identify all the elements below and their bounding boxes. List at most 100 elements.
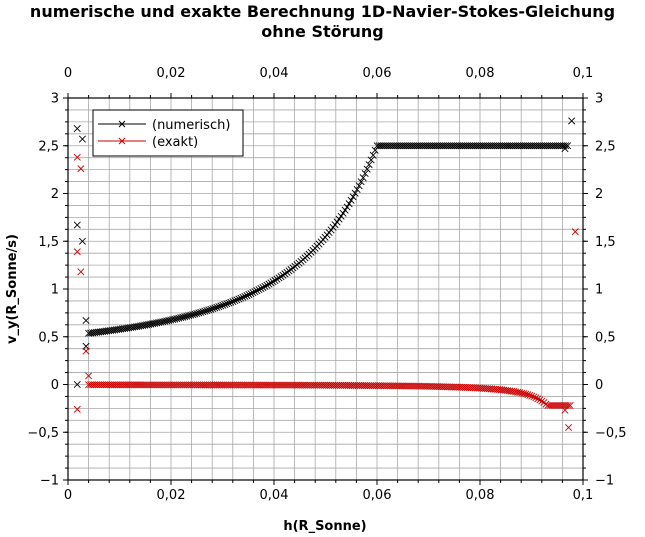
data-point <box>359 174 367 182</box>
data-point <box>183 312 191 320</box>
data-point <box>229 297 237 305</box>
legend-marker-numerisch <box>118 120 126 128</box>
data-point <box>530 393 538 401</box>
y-tick-label-right: 1,5 <box>595 235 616 250</box>
data-point <box>231 297 239 305</box>
data-point <box>522 390 530 398</box>
data-point <box>171 315 179 323</box>
data-point <box>189 311 197 319</box>
data-point <box>255 286 263 294</box>
data-point <box>520 390 528 398</box>
data-point <box>177 314 185 322</box>
data-point <box>524 391 532 399</box>
y-tick-label-right: 2,5 <box>595 139 616 154</box>
x-tick-label-bottom: 0,08 <box>466 488 495 503</box>
data-point <box>217 302 225 310</box>
data-point <box>221 300 229 309</box>
data-point <box>225 299 233 307</box>
data-point <box>77 268 85 276</box>
data-point <box>195 309 203 317</box>
data-point <box>561 145 569 153</box>
data-point <box>251 288 259 296</box>
data-point <box>207 305 215 313</box>
data-point <box>259 283 267 291</box>
legend: (numerisch) (exakt) <box>92 109 244 157</box>
data-point <box>337 212 345 220</box>
data-point <box>263 281 271 289</box>
series-numerisch <box>73 117 576 389</box>
data-point <box>257 285 265 293</box>
data-point <box>78 237 86 245</box>
data-point <box>349 193 357 201</box>
data-point <box>526 391 534 399</box>
x-tick-label-top: 0,08 <box>466 66 495 81</box>
data-point <box>243 291 251 299</box>
legend-label-exakt: (exakt) <box>152 135 198 150</box>
y-tick-label-left: 2,5 <box>38 139 59 154</box>
y-tick-label-right: −1 <box>595 474 614 489</box>
data-point <box>201 307 209 315</box>
data-point <box>571 228 579 236</box>
data-point <box>516 389 524 397</box>
y-tick-label-right: 0 <box>595 378 603 393</box>
data-point <box>175 314 183 322</box>
data-point <box>277 273 285 281</box>
x-tick-label-bottom: 0,06 <box>363 488 392 503</box>
x-tick-label-bottom: 0 <box>64 488 72 503</box>
data-point <box>73 125 81 133</box>
data-point <box>235 295 243 303</box>
x-tick-label-top: 0,04 <box>260 66 289 81</box>
data-point <box>568 117 576 125</box>
y-tick-label-right: 2 <box>595 187 603 202</box>
data-point <box>249 289 257 297</box>
data-point <box>261 282 269 290</box>
data-point <box>335 215 343 223</box>
data-point <box>365 161 373 169</box>
data-point <box>82 316 90 325</box>
data-point <box>211 304 219 312</box>
data-point <box>561 406 569 414</box>
data-point <box>73 405 81 413</box>
chart-title-line1: numerische und exakte Berechnung 1D-Navi… <box>29 2 616 21</box>
data-point <box>241 292 249 300</box>
tick-layer: 0 0 0,02 0,02 0,04 0,04 0,06 0,06 0,08 0,08 0,1 0,1… <box>27 66 626 503</box>
legend-marker-exakt <box>118 137 126 145</box>
data-point <box>271 276 279 284</box>
data-point <box>532 394 540 402</box>
data-point <box>227 298 235 306</box>
data-point <box>536 396 544 404</box>
series-layer <box>73 117 579 431</box>
data-point <box>223 300 231 308</box>
data-point <box>247 290 255 298</box>
data-point <box>199 308 207 316</box>
data-point <box>77 165 85 173</box>
y-tick-label-left: −0,5 <box>27 426 59 441</box>
y-tick-label-left: 2 <box>51 187 59 202</box>
data-point <box>78 135 86 143</box>
chart-title: numerische und exakte Berechnung 1D-Navi… <box>0 2 645 42</box>
y-tick-label-left: 1 <box>51 283 59 298</box>
x-tick-label-bottom: 0,1 <box>573 488 594 503</box>
y-tick-label-right: 0,5 <box>595 330 616 345</box>
data-point <box>73 153 81 161</box>
data-point <box>347 196 355 204</box>
data-point <box>357 178 365 186</box>
data-point <box>233 296 241 304</box>
data-point <box>565 423 573 431</box>
data-point <box>528 392 536 400</box>
data-point <box>353 186 361 194</box>
x-tick-label-top: 0 <box>64 66 72 81</box>
x-tick-label-top: 0,1 <box>573 66 594 81</box>
chart-title-line2: ohne Störung <box>261 22 384 41</box>
data-point <box>355 182 363 190</box>
x-tick-label-top: 0,02 <box>157 66 186 81</box>
y-axis-label: v_y(R_Sonne/s) <box>5 234 20 344</box>
data-point <box>73 380 81 389</box>
data-point <box>219 301 227 309</box>
data-point <box>191 310 199 318</box>
data-point <box>237 294 245 302</box>
data-point <box>253 287 261 295</box>
legend-box <box>92 109 244 157</box>
data-point <box>187 311 195 319</box>
data-point <box>341 206 349 214</box>
